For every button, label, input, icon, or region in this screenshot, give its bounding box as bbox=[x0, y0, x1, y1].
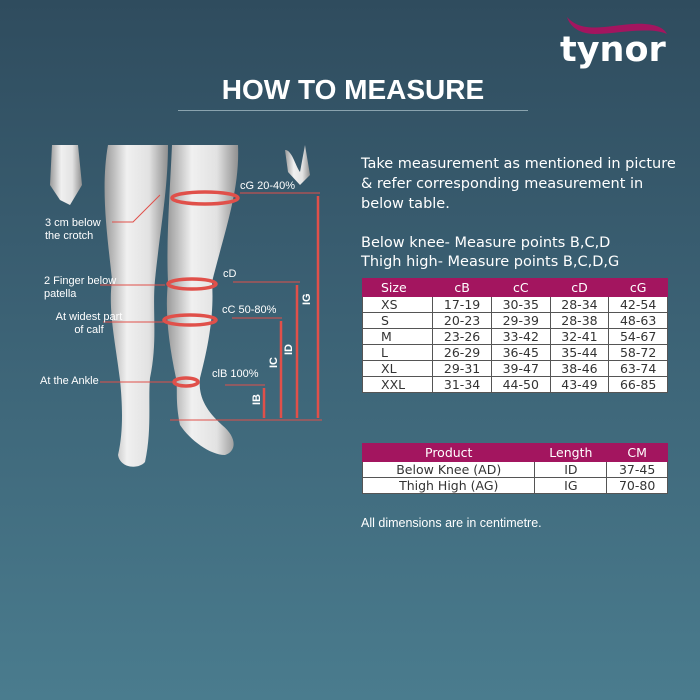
length-label-id: ID bbox=[283, 344, 295, 355]
page-title: HOW TO MEASURE bbox=[221, 74, 485, 105]
table-cell: 33-42 bbox=[490, 328, 551, 345]
column-header: Size bbox=[361, 278, 434, 297]
hand-left bbox=[50, 145, 82, 205]
label-cg: cG 20-40% bbox=[240, 180, 296, 192]
table-cell: 44-50 bbox=[490, 376, 551, 393]
table-row: XS 17-19 30-35 28-34 42-54 bbox=[361, 296, 668, 313]
table-row: L 26-29 36-45 35-44 58-72 bbox=[361, 344, 668, 361]
table-cell: 29-31 bbox=[432, 360, 492, 377]
table-cell: S bbox=[361, 312, 434, 329]
table-cell: 70-80 bbox=[606, 477, 668, 494]
units-note: All dimensions are in centimetre. bbox=[361, 516, 542, 530]
column-header: cD bbox=[549, 278, 610, 297]
table-cell: 48-63 bbox=[608, 312, 668, 329]
column-header: cC bbox=[490, 278, 551, 297]
length-label-ib: IB bbox=[251, 394, 263, 405]
column-header: cB bbox=[432, 278, 492, 297]
circumference-arrows bbox=[162, 190, 240, 388]
table-cell: IG bbox=[534, 477, 608, 494]
table-cell: 39-47 bbox=[490, 360, 551, 377]
table-cell: Thigh High (AG) bbox=[361, 477, 536, 494]
measure-lines bbox=[100, 192, 322, 421]
table-cell: 20-23 bbox=[432, 312, 492, 329]
hand-right bbox=[285, 145, 310, 185]
table-cell: 38-46 bbox=[549, 360, 610, 377]
column-header: Product bbox=[361, 443, 536, 462]
thigh-high-points: Thigh high- Measure points B,C,D,G bbox=[361, 254, 620, 270]
table-cell: 30-35 bbox=[490, 296, 551, 313]
table-cell: 35-44 bbox=[549, 344, 610, 361]
table-cell: 28-34 bbox=[549, 296, 610, 313]
table-cell: 26-29 bbox=[432, 344, 492, 361]
column-header: cG bbox=[608, 278, 668, 297]
below-knee-points: Below knee- Measure points B,C,D bbox=[361, 235, 611, 251]
table-cell: ID bbox=[534, 461, 608, 478]
leg-measurement-diagram: IG ID IC IB bbox=[50, 145, 322, 467]
table-cell: L bbox=[361, 344, 434, 361]
table-row: S 20-23 29-39 28-38 48-63 bbox=[361, 312, 668, 329]
label-calf: At widest part of calf bbox=[55, 311, 123, 336]
tynor-logo-swoosh bbox=[567, 17, 667, 34]
table-cell: 43-49 bbox=[549, 376, 610, 393]
column-header: CM bbox=[606, 443, 668, 462]
table-row: Below Knee (AD) ID 37-45 bbox=[361, 461, 668, 478]
table-cell: 37-45 bbox=[606, 461, 668, 478]
table-cell: 32-41 bbox=[549, 328, 610, 345]
table-row: M 23-26 33-42 32-41 54-67 bbox=[361, 328, 668, 345]
column-header: Length bbox=[534, 443, 608, 462]
label-crotch: 3 cm below the crotch bbox=[45, 217, 101, 242]
label-cc: cC 50-80% bbox=[222, 304, 277, 316]
label-ankle: At the Ankle bbox=[40, 375, 99, 387]
table-cell: XS bbox=[361, 296, 434, 313]
table-cell: 42-54 bbox=[608, 296, 668, 313]
table-cell: M bbox=[361, 328, 434, 345]
table-cell: 23-26 bbox=[432, 328, 492, 345]
measure-points: Below knee- Measure points B,C,D Thigh h… bbox=[361, 234, 619, 272]
table-cell: 36-45 bbox=[490, 344, 551, 361]
table-cell: 58-72 bbox=[608, 344, 668, 361]
table-cell: XL bbox=[361, 360, 434, 377]
table-cell: Below Knee (AD) bbox=[361, 461, 536, 478]
table-cell: XXL bbox=[361, 376, 434, 393]
label-cd: cD bbox=[223, 268, 237, 280]
label-cb: clB 100% bbox=[212, 368, 259, 380]
length-table: Product Length CM Below Knee (AD) ID 37-45 Thi… bbox=[361, 443, 668, 494]
table-cell: 66-85 bbox=[608, 376, 668, 393]
table-row: XL 29-31 39-47 38-46 63-74 bbox=[361, 360, 668, 377]
length-arrows bbox=[262, 196, 320, 418]
title-divider bbox=[178, 110, 528, 111]
tynor-logo-text: tynor bbox=[560, 30, 666, 70]
size-table: Size cB cC cD cG XS 17-19 30-35 28-34 42-54 S 20-23… bbox=[361, 278, 668, 393]
table-cell: 63-74 bbox=[608, 360, 668, 377]
table-cell: 17-19 bbox=[432, 296, 492, 313]
table-row: Thigh High (AG) IG 70-80 bbox=[361, 477, 668, 494]
left-leg bbox=[104, 145, 168, 467]
length-label-ic: IC bbox=[268, 357, 280, 368]
table-cell: 28-38 bbox=[549, 312, 610, 329]
table-cell: 54-67 bbox=[608, 328, 668, 345]
table-cell: 31-34 bbox=[432, 376, 492, 393]
instructions-text: Take measurement as mentioned in picture… bbox=[361, 156, 676, 212]
length-label-ig: IG bbox=[301, 293, 313, 305]
table-cell: 29-39 bbox=[490, 312, 551, 329]
table-row: XXL 31-34 44-50 43-49 66-85 bbox=[361, 376, 668, 393]
label-patella: 2 Finger below patella bbox=[44, 275, 117, 300]
